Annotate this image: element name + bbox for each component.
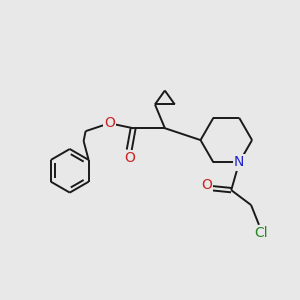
Text: Cl: Cl [254,226,268,240]
Text: O: O [104,116,115,130]
Text: O: O [201,178,212,192]
Text: O: O [124,151,135,165]
Text: N: N [234,155,244,170]
